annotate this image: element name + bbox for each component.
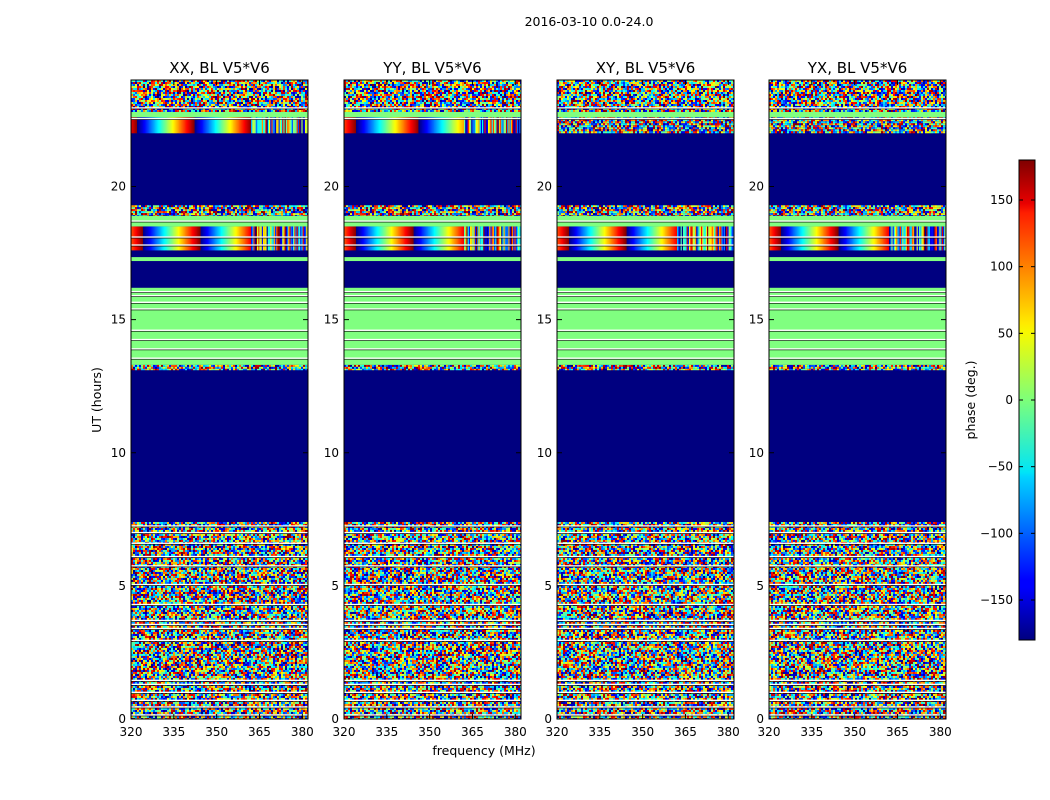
x-tick-label: 365 — [461, 725, 484, 739]
y-tick-label: 15 — [324, 313, 339, 327]
x-tick-label: 335 — [588, 725, 611, 739]
colorbar-tick-label: 50 — [998, 326, 1013, 340]
x-tick-label: 320 — [758, 725, 781, 739]
y-tick-label: 5 — [756, 579, 764, 593]
x-tick-label: 380 — [929, 725, 952, 739]
panel-image — [557, 80, 734, 719]
panel-frame — [130, 79, 309, 720]
x-tick-label: 380 — [504, 725, 527, 739]
colorbar-tick-label: 100 — [990, 260, 1013, 274]
y-axis-label: UT (hours) — [89, 367, 104, 433]
x-tick-label: 365 — [674, 725, 697, 739]
x-tick-label: 335 — [800, 725, 823, 739]
x-tick-label: 350 — [205, 725, 228, 739]
y-tick-label: 10 — [324, 446, 339, 460]
colorbar-tick-label: −150 — [980, 593, 1013, 607]
x-tick-label: 380 — [717, 725, 740, 739]
panel-frame — [556, 79, 735, 720]
panel-1: XX, BL V5*V6 320 335 350 365 380 0 5 10 15 20 — [111, 59, 314, 739]
y-tick-label: 10 — [749, 446, 764, 460]
y-tick-label: 15 — [111, 313, 126, 327]
y-tick-label: 20 — [324, 180, 339, 194]
y-tick-label: 5 — [118, 579, 126, 593]
y-tick-label: 15 — [537, 313, 552, 327]
colorbar-ticks: −150 −100 −50 0 50 100 150 — [980, 193, 1035, 607]
x-tick-label: 320 — [120, 725, 143, 739]
panel-frame — [768, 79, 947, 720]
colorbar-tick-label: −50 — [988, 460, 1013, 474]
colorbar-tick-label: 150 — [990, 193, 1013, 207]
x-tick-label: 380 — [291, 725, 314, 739]
y-tick-label: 5 — [331, 579, 339, 593]
panel-image — [769, 80, 946, 719]
y-tick-label: 20 — [749, 180, 764, 194]
panel-3: XY, BL V5*V6 320 335 350 365 380 0 5 10 15 20 — [537, 59, 740, 739]
colorbar: −150 −100 −50 0 50 100 150 phase (deg.) — [963, 159, 1036, 641]
figure-suptitle: 2016-03-10 0.0-24.0 — [525, 14, 654, 29]
y-tick-label: 15 — [749, 313, 764, 327]
y-tick-label: 0 — [331, 712, 339, 726]
y-tick-label: 10 — [111, 446, 126, 460]
x-tick-label: 320 — [546, 725, 569, 739]
colorbar-label: phase (deg.) — [963, 361, 978, 440]
x-tick-label: 365 — [886, 725, 909, 739]
y-tick-label: 5 — [544, 579, 552, 593]
y-tick-label: 0 — [118, 712, 126, 726]
panel-image — [344, 80, 521, 719]
x-axis-label: frequency (MHz) — [432, 743, 535, 758]
panel-title: XY, BL V5*V6 — [596, 59, 696, 77]
x-tick-label: 335 — [375, 725, 398, 739]
x-tick-label: 320 — [333, 725, 356, 739]
colorbar-tick-label: 0 — [1005, 393, 1013, 407]
panel-title: XX, BL V5*V6 — [169, 59, 270, 77]
x-tick-label: 365 — [248, 725, 271, 739]
y-tick-label: 0 — [544, 712, 552, 726]
x-tick-label: 335 — [162, 725, 185, 739]
panel-2: YY, BL V5*V6 320 335 350 365 380 0 5 10 15 20 — [324, 59, 527, 739]
panel-frame — [343, 79, 522, 720]
panel-title: YX, BL V5*V6 — [807, 59, 908, 77]
panel-image — [131, 80, 308, 719]
x-tick-label: 350 — [631, 725, 654, 739]
y-tick-label: 0 — [756, 712, 764, 726]
y-tick-label: 10 — [537, 446, 552, 460]
x-tick-label: 350 — [843, 725, 866, 739]
y-tick-label: 20 — [111, 180, 126, 194]
x-tick-label: 350 — [418, 725, 441, 739]
panel-4: YX, BL V5*V6 320 335 350 365 380 0 5 10 15 20 — [749, 59, 952, 739]
y-tick-label: 20 — [537, 180, 552, 194]
colorbar-tick-label: −100 — [980, 526, 1013, 540]
panel-title: YY, BL V5*V6 — [382, 59, 481, 77]
